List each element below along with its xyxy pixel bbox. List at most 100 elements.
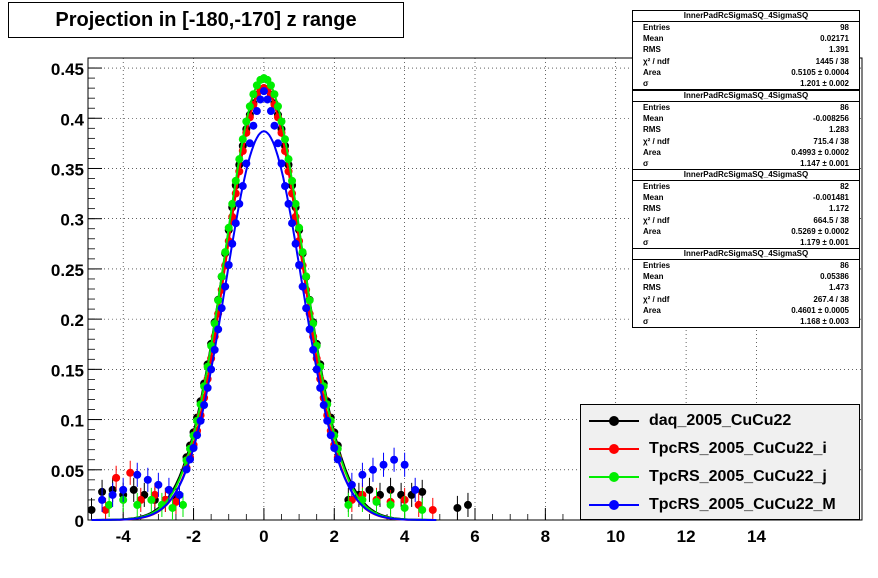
y-tick-label: 0.4 — [60, 110, 84, 129]
stats-row: RMS 1.283 — [643, 125, 849, 135]
stats-row: χ² / ndf 267.4 / 38 — [643, 294, 849, 304]
legend-label: daq_2005_CuCu22 — [649, 412, 792, 429]
stats-row: Mean 0.02171 — [643, 34, 849, 44]
x-tick-label: 4 — [400, 527, 410, 546]
legend-swatch — [589, 463, 639, 491]
data-point — [298, 282, 307, 291]
data-point — [231, 219, 240, 228]
data-point — [295, 260, 304, 269]
data-point — [295, 223, 304, 232]
y-tick-label: 0.35 — [51, 160, 84, 179]
x-tick-label: 12 — [677, 527, 696, 546]
data-point — [326, 431, 335, 440]
stats-row: Mean -0.008256 — [643, 114, 849, 124]
stats-row: Area 0.5105 ± 0.0004 — [643, 67, 849, 77]
stats-row: σ 1.179 ± 0.001 — [643, 237, 849, 247]
data-point — [266, 81, 275, 90]
data-point — [259, 87, 268, 96]
y-tick-label: 0.2 — [60, 311, 84, 330]
legend-label: TpcRS_2005_CuCu22_i — [649, 440, 827, 457]
x-tick-label: 10 — [606, 527, 625, 546]
data-point — [224, 223, 233, 232]
legend-label: TpcRS_2005_CuCu22_M — [649, 496, 836, 513]
stats-title: InnerPadRcSigmaSQ_4SigmaSQ — [633, 11, 859, 22]
data-point — [270, 90, 279, 99]
data-point — [291, 199, 300, 208]
data-point — [281, 182, 290, 191]
data-point — [298, 248, 307, 257]
stats-row: Area 0.5269 ± 0.0002 — [643, 226, 849, 236]
data-point — [210, 345, 219, 354]
data-point — [252, 107, 261, 116]
data-point — [316, 383, 325, 392]
stats-box-1: InnerPadRcSigmaSQ_4SigmaSQ Entries 98 Mea… — [632, 10, 860, 91]
data-point — [210, 319, 219, 328]
stats-box-3: InnerPadRcSigmaSQ_4SigmaSQ Entries 82 Mea… — [632, 169, 860, 250]
data-point — [309, 345, 318, 354]
data-point — [284, 155, 293, 164]
data-point — [284, 199, 293, 208]
stats-row: χ² / ndf 1445 / 38 — [643, 56, 849, 66]
stats-row: Entries 86 — [643, 261, 849, 270]
stats-row: Entries 86 — [643, 103, 849, 112]
y-tick-label: 0.15 — [51, 361, 84, 380]
stats-row: σ 1.201 ± 0.002 — [643, 78, 849, 88]
stats-row: χ² / ndf 715.4 / 38 — [643, 136, 849, 146]
y-tick-label: 0.1 — [60, 412, 84, 431]
x-tick-label: -2 — [186, 527, 201, 546]
stats-row: χ² / ndf 664.5 / 38 — [643, 215, 849, 225]
data-point — [221, 248, 230, 257]
legend-item: daq_2005_CuCu22 — [581, 407, 859, 435]
legend: daq_2005_CuCu22 TpcRS_2005_CuCu22_i TpcR… — [580, 404, 860, 520]
legend-item: TpcRS_2005_CuCu22_j — [581, 463, 859, 491]
data-point — [235, 155, 244, 164]
stats-title: InnerPadRcSigmaSQ_4SigmaSQ — [633, 249, 859, 260]
legend-item: TpcRS_2005_CuCu22_i — [581, 435, 859, 463]
data-point — [221, 282, 230, 291]
data-point — [273, 102, 282, 111]
data-point — [302, 272, 311, 281]
data-point — [245, 139, 254, 148]
data-point — [238, 182, 247, 191]
data-point — [277, 159, 286, 168]
data-point — [228, 239, 237, 248]
data-point — [270, 121, 279, 130]
data-point — [242, 117, 251, 126]
data-point — [312, 365, 321, 374]
data-point — [266, 107, 275, 116]
stats-row: RMS 1.172 — [643, 204, 849, 214]
legend-swatch — [589, 407, 639, 435]
data-point — [330, 443, 339, 452]
data-point — [214, 325, 223, 334]
legend-item: TpcRS_2005_CuCu22_M — [581, 491, 859, 519]
data-point — [277, 117, 286, 126]
data-point — [196, 416, 205, 425]
stats-row: σ 1.147 ± 0.001 — [643, 158, 849, 168]
x-tick-label: 8 — [541, 527, 550, 546]
y-tick-label: 0.25 — [51, 261, 84, 280]
data-point — [249, 90, 258, 99]
data-point — [333, 455, 342, 464]
data-point — [182, 465, 191, 474]
data-point — [305, 325, 314, 334]
data-point — [214, 296, 223, 305]
data-point — [245, 102, 254, 111]
data-point — [217, 304, 226, 313]
x-tick-label: 6 — [470, 527, 479, 546]
data-point — [288, 219, 297, 228]
data-point — [305, 296, 314, 305]
data-point — [319, 401, 328, 410]
data-point — [207, 365, 216, 374]
chart-title: Projection in [-180,-170] z range — [8, 2, 404, 38]
y-tick-label: 0.45 — [51, 60, 84, 79]
data-point — [242, 159, 251, 168]
stats-box-2: InnerPadRcSigmaSQ_4SigmaSQ Entries 86 Mea… — [632, 90, 860, 171]
y-tick-label: 0.05 — [51, 462, 84, 481]
stats-title: InnerPadRcSigmaSQ_4SigmaSQ — [633, 91, 859, 102]
stats-row: Entries 82 — [643, 182, 849, 191]
data-point — [291, 239, 300, 248]
x-tick-label: 0 — [259, 527, 268, 546]
data-point — [249, 121, 258, 130]
data-point — [302, 304, 311, 313]
data-point — [224, 260, 233, 269]
